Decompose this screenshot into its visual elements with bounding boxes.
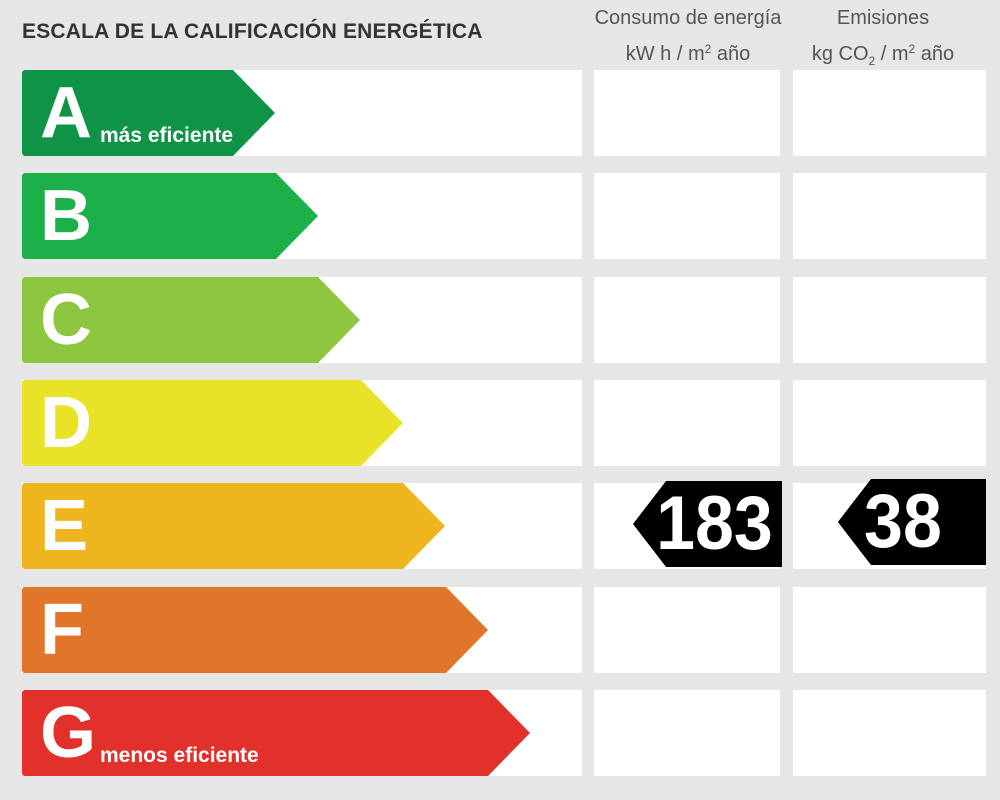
emissions-header-line1: Emisiones	[836, 7, 930, 29]
emissions-header-line2: kg CO2 / m2 año	[811, 42, 955, 68]
rating-letter: A	[40, 73, 92, 153]
energy-cell-g	[594, 690, 780, 776]
rating-arrow-e: E	[22, 483, 445, 569]
emissions-cell-a	[793, 70, 986, 156]
rating-arrow-c: C	[22, 277, 360, 363]
energy-cell-a	[594, 70, 780, 156]
energy-cell-b	[594, 173, 780, 259]
emissions-cell-c	[793, 277, 986, 363]
rating-arrow-b: B	[22, 173, 318, 259]
rating-letter: E	[40, 486, 89, 566]
energy-value-marker: 183	[632, 481, 782, 567]
rating-letter: D	[40, 383, 92, 463]
energy-cell-c	[594, 277, 780, 363]
emissions-cell-f	[793, 587, 986, 673]
rating-letter: C	[40, 280, 92, 360]
rating-sublabel: menos eficiente	[100, 744, 259, 767]
energy-header-line1: Consumo de energía	[594, 7, 782, 29]
rating-arrow-d: D	[22, 380, 403, 466]
page-title: ESCALA DE LA CALIFICACIÓN ENERGÉTICA	[22, 20, 483, 43]
rating-letter: G	[40, 693, 97, 773]
energy-cell-d	[594, 380, 780, 466]
rating-letter: F	[40, 590, 84, 670]
rating-letter: B	[40, 176, 92, 256]
rating-sublabel: más eficiente	[100, 124, 234, 147]
energy-header-line2: kW h / m2 año	[625, 42, 751, 65]
emissions-value-marker: 38	[837, 479, 986, 565]
energy-column-header: Consumo de energía kW h / m2 año	[588, 3, 788, 70]
emissions-cell-d	[793, 380, 986, 466]
emissions-cell-b	[793, 173, 986, 259]
rating-arrow-f: F	[22, 587, 488, 673]
emissions-column-header: Emisiones kg CO2 / m2 año	[788, 3, 978, 77]
emissions-cell-g	[793, 690, 986, 776]
energy-cell-f	[594, 587, 780, 673]
